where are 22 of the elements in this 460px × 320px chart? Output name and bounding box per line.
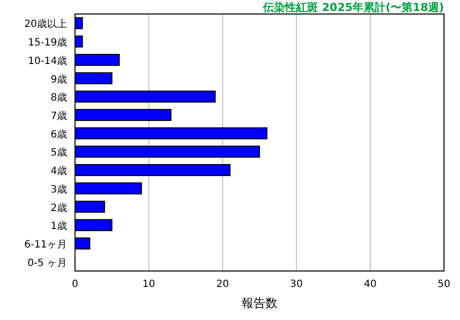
y-tick-label: 1歳 <box>50 220 67 232</box>
y-tick-label: 4歳 <box>50 165 67 178</box>
y-tick-label: 3歳 <box>50 183 67 196</box>
y-tick-label: 9歳 <box>50 73 67 86</box>
x-tick-label: 0 <box>72 279 78 290</box>
y-tick-label: 15-19歳 <box>28 36 67 49</box>
chart-title: 伝染性紅斑 2025年累計(〜第18週) <box>262 1 444 14</box>
x-tick-label: 40 <box>364 279 377 290</box>
x-tick-label: 30 <box>290 279 303 290</box>
y-tick-label: 5歳 <box>50 146 67 159</box>
y-tick-label: 7歳 <box>50 110 67 122</box>
y-tick-label: 6歳 <box>50 128 67 140</box>
y-tick-label: 8歳 <box>50 92 67 104</box>
x-tick-label: 50 <box>438 279 450 290</box>
y-tick-label: 10-14歳 <box>28 54 67 67</box>
x-axis-title: 報告数 <box>242 296 278 310</box>
y-tick-label: 6-11ヶ月 <box>24 239 67 250</box>
y-tick-label: 2歳 <box>50 202 67 214</box>
x-tick-label: 20 <box>216 279 229 290</box>
y-tick-label: 0-5 ヶ月 <box>27 258 67 269</box>
x-tick-label: 10 <box>142 279 156 290</box>
y-tick-label: 20歳以上 <box>24 18 67 30</box>
